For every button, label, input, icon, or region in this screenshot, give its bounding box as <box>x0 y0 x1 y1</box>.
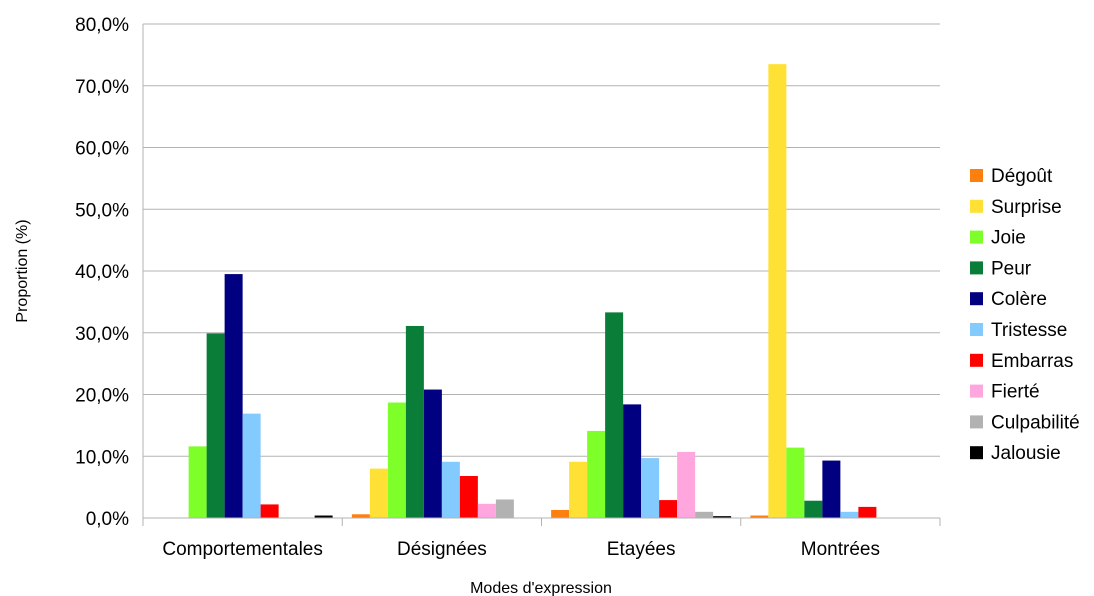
bar <box>477 503 496 518</box>
x-tick-label: Montrées <box>801 539 880 560</box>
y-tick-label: 30,0% <box>75 324 129 345</box>
bar <box>768 64 787 518</box>
legend-swatch <box>970 323 983 336</box>
legend-swatch <box>970 199 983 213</box>
bar <box>840 511 859 518</box>
legend-label: Joie <box>991 228 1026 249</box>
bar <box>605 312 624 518</box>
bar <box>623 404 642 518</box>
legend-swatch <box>970 169 983 182</box>
bar <box>750 515 769 518</box>
bar <box>441 461 460 518</box>
legend-swatch <box>970 353 983 367</box>
legend-label: Tristesse <box>991 320 1067 341</box>
legend-label: Surprise <box>991 197 1062 218</box>
y-axis-title: Proportion (%) <box>14 219 31 322</box>
y-tick-label: 40,0% <box>75 262 129 283</box>
bar <box>351 514 370 518</box>
gridlines <box>142 23 940 519</box>
bar <box>206 333 225 518</box>
y-tick-label: 20,0% <box>75 386 129 407</box>
legend-label: Peur <box>991 258 1032 279</box>
bar <box>786 447 805 518</box>
x-tick-label: Désignées <box>397 539 487 560</box>
x-tick-label: Etayées <box>607 539 676 560</box>
bar <box>423 389 442 518</box>
bar <box>405 325 424 518</box>
legend-swatch <box>970 292 983 306</box>
bar <box>551 509 570 518</box>
y-tick-label: 60,0% <box>75 139 129 160</box>
legend-label: Fierté <box>991 382 1040 403</box>
x-axis-category-labels: Comportementales Désignées Etayées Montrées <box>162 539 880 560</box>
y-tick-label: 50,0% <box>75 200 129 221</box>
bar <box>387 402 406 518</box>
bar <box>713 516 732 518</box>
bar <box>224 274 243 518</box>
bar <box>369 468 388 518</box>
y-tick-label: 70,0% <box>75 77 129 98</box>
bar <box>677 451 696 518</box>
bar <box>822 460 841 518</box>
legend-swatch <box>970 261 983 275</box>
legend-swatch <box>970 446 983 460</box>
bar <box>804 500 823 518</box>
bar <box>459 476 478 518</box>
bar <box>587 430 606 518</box>
legend: Dégoût Surprise Joie Peur Colère Tristesse Emb… <box>970 166 1080 464</box>
x-tick-label: Comportementales <box>162 539 323 560</box>
bar <box>314 515 333 518</box>
legend-label: Culpabilité <box>991 412 1080 433</box>
y-tick-label: 10,0% <box>75 447 129 468</box>
bar <box>569 461 588 518</box>
bars <box>142 64 941 526</box>
legend-label: Colère <box>991 289 1047 310</box>
x-axis-title: Modes d'expression <box>470 580 612 596</box>
y-tick-label: 0,0% <box>86 509 129 530</box>
bar <box>858 506 877 518</box>
legend-label: Jalousie <box>991 443 1061 464</box>
legend-swatch <box>970 230 983 244</box>
bar <box>659 500 678 518</box>
bar <box>242 413 261 518</box>
bar <box>260 504 279 518</box>
bar <box>188 446 207 518</box>
legend-swatch <box>970 384 983 398</box>
legend-swatch <box>970 415 983 429</box>
bar <box>495 499 514 518</box>
legend-label: Dégoût <box>991 166 1053 187</box>
y-tick-label: 80,0% <box>75 15 129 36</box>
y-axis-tick-labels: 0,0% 10,0% 20,0% 30,0% 40,0% 50,0% 60,0% 70,0% 8… <box>75 15 129 530</box>
legend-label: Embarras <box>991 351 1073 372</box>
bar <box>641 458 660 518</box>
bar <box>695 511 714 518</box>
